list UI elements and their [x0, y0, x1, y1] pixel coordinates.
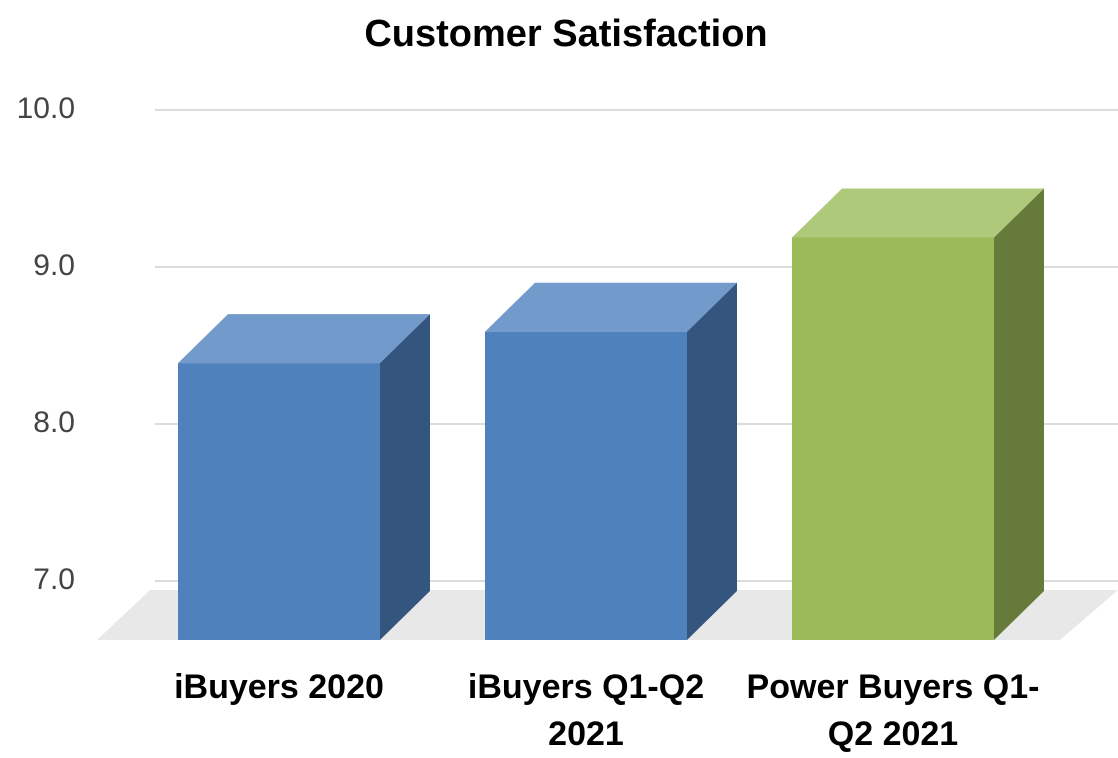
bar-top — [178, 314, 430, 364]
bar-top — [792, 188, 1044, 238]
bar-side — [687, 282, 737, 640]
bar-side — [380, 314, 430, 640]
chart-title: Customer Satisfaction — [364, 13, 767, 55]
bar-side — [994, 188, 1044, 640]
bar-top — [485, 282, 737, 332]
bar — [178, 363, 380, 640]
bar — [485, 331, 687, 640]
x-tick-label: iBuyers Q1-Q2 2021 — [467, 668, 705, 753]
bar — [792, 237, 994, 640]
y-tick-label: 9.0 — [33, 249, 75, 282]
x-tick-label: Power Buyers Q1-Q2 2021 — [746, 668, 1040, 753]
y-tick-label: 7.0 — [33, 563, 75, 596]
y-tick-label: 10.0 — [17, 92, 75, 125]
y-tick-label: 8.0 — [33, 406, 75, 439]
x-tick-label: iBuyers 2020 — [174, 668, 384, 706]
